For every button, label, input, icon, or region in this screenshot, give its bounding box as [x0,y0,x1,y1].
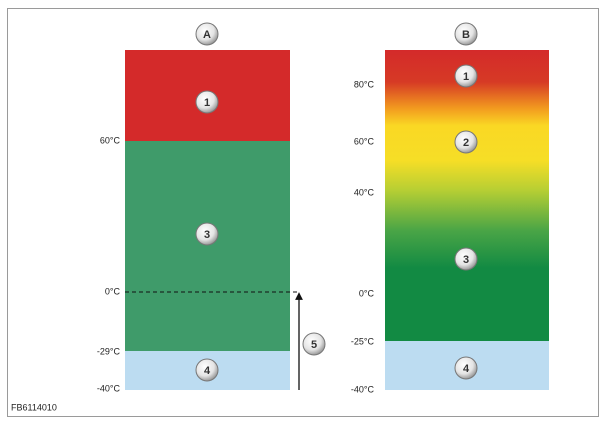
zone-number: 3 [204,229,210,241]
badge [195,22,219,46]
temperature: -40°C [97,383,121,393]
temperature: 0°C [359,288,375,298]
temperature: -40°C [351,384,375,394]
callout-number: 5 [311,339,317,351]
badge [454,356,478,380]
zone-number: 4 [463,363,470,375]
zone-number: 2 [463,137,469,149]
temperature: 60°C [100,135,121,145]
figure-id: FB6114010 [11,402,57,412]
panel-label: B [462,29,470,41]
frame [7,8,599,417]
badge [454,130,478,154]
badge [195,90,219,114]
zone [385,50,549,341]
zone-number: 3 [463,254,469,266]
temperature: 0°C [105,286,121,296]
badge [195,358,219,382]
temperature: -29°C [97,346,121,356]
temperature: 40°C [354,187,375,197]
badge [454,22,478,46]
zone-number: 1 [463,71,469,83]
badge [195,222,219,246]
zone-number: 4 [204,365,211,377]
zone [125,141,290,351]
temperature: -25°C [351,336,375,346]
temperature: 80°C [354,79,375,89]
panel-label: A [203,29,211,41]
badge [454,64,478,88]
zone-number: 1 [204,97,210,109]
temperature: 60°C [354,136,375,146]
badge [454,247,478,271]
badge [302,332,326,356]
